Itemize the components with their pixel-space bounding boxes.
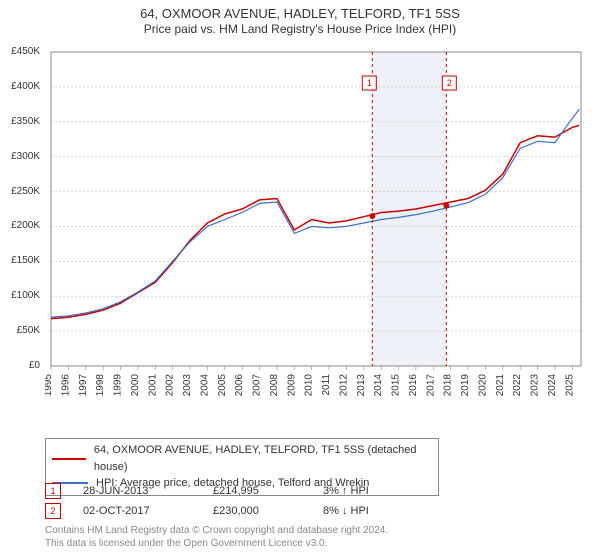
legend-swatch-property [52, 458, 86, 460]
title-line1: 64, OXMOOR AVENUE, HADLEY, TELFORD, TF1 … [0, 6, 600, 21]
chart-container: 64, OXMOOR AVENUE, HADLEY, TELFORD, TF1 … [0, 0, 600, 560]
transaction-row-2: 2 02-OCT-2017 £230,000 8% ↓ HPI [45, 503, 565, 519]
svg-text:2025: 2025 [564, 374, 575, 397]
transaction-table: 1 28-JUN-2013 £214,995 3% ↑ HPI 2 02-OCT… [45, 479, 565, 519]
svg-text:2: 2 [447, 78, 452, 88]
y-tick-label: £400K [0, 81, 40, 92]
chart-svg: 1 2 1995 1996 1997 1998 1999 2000 2001 2002 2003 20… [45, 46, 585, 416]
y-tick-label: £450K [0, 46, 40, 57]
svg-text:2004: 2004 [199, 374, 210, 397]
title-block: 64, OXMOOR AVENUE, HADLEY, TELFORD, TF1 … [0, 0, 600, 36]
svg-text:2016: 2016 [408, 374, 419, 397]
transaction-marker-1-num: 1 [50, 486, 55, 496]
svg-text:2012: 2012 [338, 374, 349, 397]
svg-text:1998: 1998 [95, 374, 106, 397]
svg-text:1999: 1999 [113, 374, 124, 397]
svg-text:2006: 2006 [234, 374, 245, 397]
svg-text:2002: 2002 [165, 374, 176, 397]
svg-text:2010: 2010 [304, 374, 315, 397]
svg-text:2019: 2019 [460, 374, 471, 397]
y-tick-label: £150K [0, 255, 40, 266]
transaction-date-1: 28-JUN-2013 [83, 485, 213, 497]
y-tick-label: £0 [0, 360, 40, 371]
transaction-marker-2: 2 [45, 503, 61, 519]
svg-text:2024: 2024 [547, 374, 558, 397]
transaction-row-1: 1 28-JUN-2013 £214,995 3% ↑ HPI [45, 483, 565, 499]
transaction-date-2: 02-OCT-2017 [83, 505, 213, 517]
transaction-marker-2-num: 2 [50, 506, 55, 516]
svg-text:2007: 2007 [252, 374, 263, 397]
svg-text:2014: 2014 [373, 374, 384, 397]
svg-text:2021: 2021 [495, 374, 506, 397]
svg-text:2018: 2018 [443, 374, 454, 397]
y-tick-label: £350K [0, 116, 40, 127]
svg-text:2011: 2011 [321, 374, 332, 396]
y-tick-label: £50K [0, 325, 40, 336]
svg-text:2015: 2015 [391, 374, 402, 397]
y-tick-label: £200K [0, 220, 40, 231]
svg-text:2020: 2020 [477, 374, 488, 397]
svg-text:2017: 2017 [425, 374, 436, 397]
transaction-diff-1: 3% ↑ HPI [323, 485, 433, 497]
y-tick-label: £100K [0, 290, 40, 301]
svg-text:1996: 1996 [60, 374, 71, 397]
legend-row-property: 64, OXMOOR AVENUE, HADLEY, TELFORD, TF1 … [52, 442, 432, 475]
y-tick-label: £250K [0, 186, 40, 197]
svg-text:1: 1 [367, 78, 372, 88]
footer-line1: Contains HM Land Registry data © Crown c… [45, 524, 388, 537]
footer-line2: This data is licensed under the Open Gov… [45, 537, 388, 550]
footer-block: Contains HM Land Registry data © Crown c… [45, 524, 388, 550]
transaction-diff-2: 8% ↓ HPI [323, 505, 433, 517]
transaction-price-2: £230,000 [213, 505, 323, 517]
svg-text:2022: 2022 [512, 374, 523, 397]
title-line2: Price paid vs. HM Land Registry's House … [0, 22, 600, 36]
svg-text:2001: 2001 [147, 374, 158, 397]
svg-text:2023: 2023 [530, 374, 541, 397]
svg-text:1995: 1995 [45, 374, 54, 397]
transaction-marker-1: 1 [45, 483, 61, 499]
svg-text:2013: 2013 [356, 374, 367, 397]
transaction-price-1: £214,995 [213, 485, 323, 497]
svg-text:2005: 2005 [217, 374, 228, 397]
svg-text:2003: 2003 [182, 374, 193, 397]
svg-text:2009: 2009 [286, 374, 297, 397]
svg-text:1997: 1997 [78, 374, 89, 397]
y-tick-label: £300K [0, 151, 40, 162]
svg-text:2000: 2000 [130, 374, 141, 397]
legend-label-property: 64, OXMOOR AVENUE, HADLEY, TELFORD, TF1 … [94, 442, 432, 475]
svg-text:2008: 2008 [269, 374, 280, 397]
